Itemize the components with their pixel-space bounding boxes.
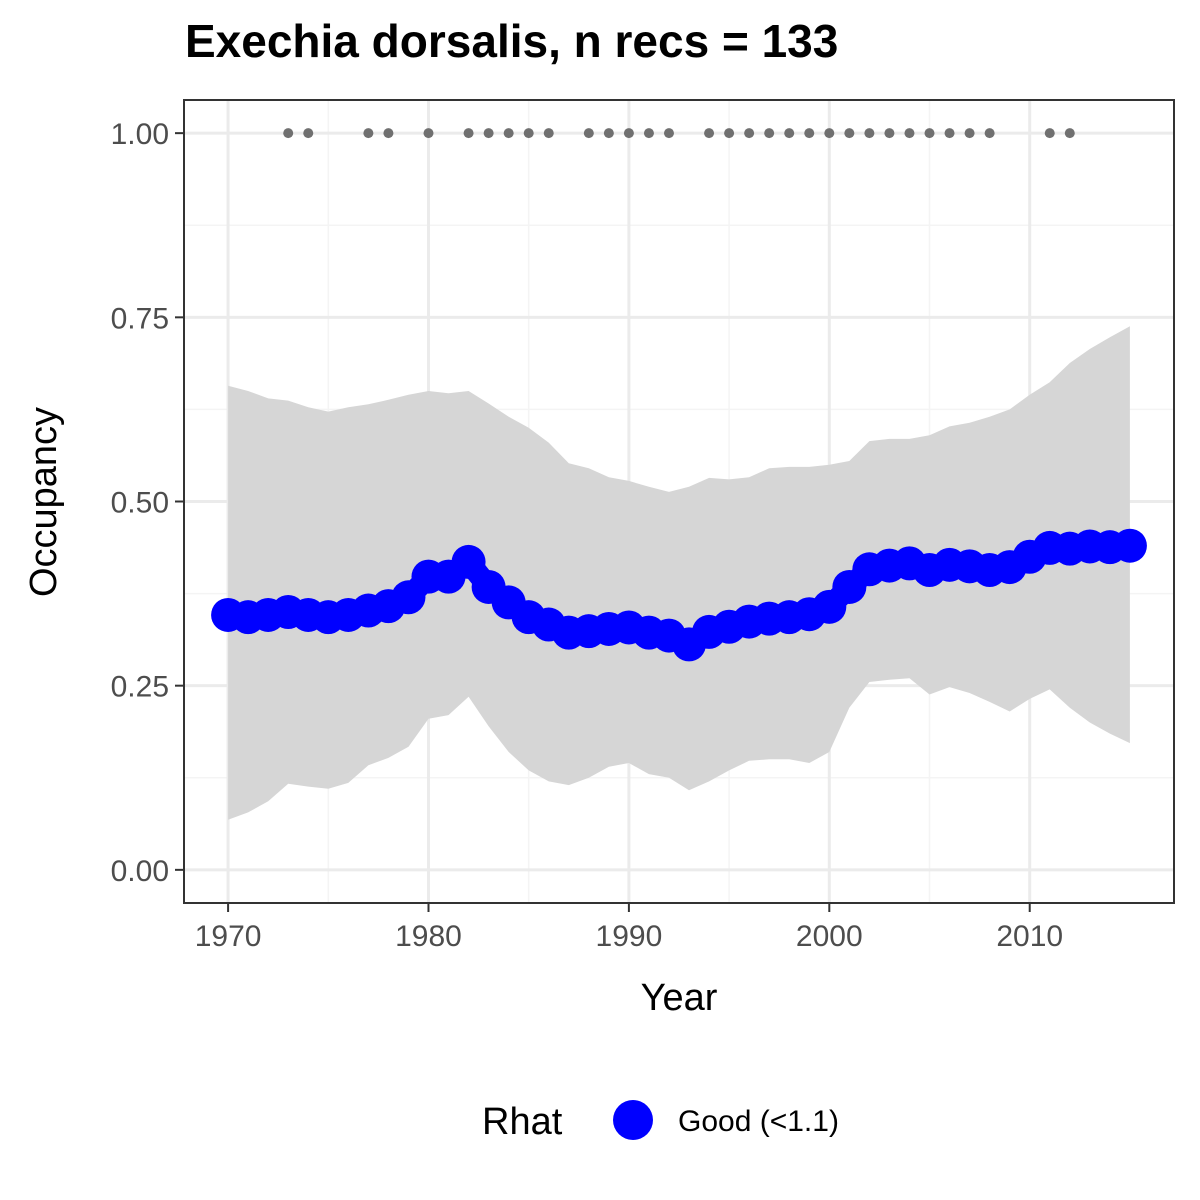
- record-point: [744, 128, 755, 139]
- record-point: [523, 128, 534, 139]
- record-point: [583, 128, 594, 139]
- x-tick-label: 2000: [796, 920, 863, 953]
- axes: 1970 1980 1990 2000 2010 0.00 0.25 0.50 0.75 1.00: [111, 118, 1063, 953]
- record-point: [603, 128, 614, 139]
- record-point: [543, 128, 554, 139]
- y-tick-label: 1.00: [111, 118, 169, 151]
- y-axis-title: Occupancy: [23, 407, 65, 597]
- y-tick-label: 0.00: [111, 855, 169, 888]
- record-point: [864, 128, 875, 139]
- record-points: [283, 128, 1075, 139]
- occupancy-point: [451, 544, 486, 579]
- record-point: [463, 128, 474, 139]
- record-point: [623, 128, 634, 139]
- legend-key-good: [613, 1100, 653, 1140]
- x-tick-label: 2010: [996, 920, 1063, 953]
- occupancy-series: [211, 528, 1147, 662]
- record-point: [964, 128, 975, 139]
- record-point: [704, 128, 715, 139]
- record-point: [784, 128, 795, 139]
- record-point: [944, 128, 955, 139]
- record-point: [924, 128, 935, 139]
- y-tick-label: 0.25: [111, 671, 169, 704]
- record-point: [643, 128, 654, 139]
- record-point: [363, 128, 374, 139]
- record-point: [764, 128, 775, 139]
- occupancy-point: [1112, 528, 1147, 563]
- record-point: [1064, 128, 1075, 139]
- chart-title: Exechia dorsalis, n recs = 133: [185, 15, 839, 67]
- record-point: [824, 128, 835, 139]
- record-point: [804, 128, 815, 139]
- record-point: [503, 128, 514, 139]
- legend-label-good: Good (<1.1): [678, 1105, 839, 1138]
- y-tick-label: 0.50: [111, 487, 169, 520]
- x-tick-label: 1970: [195, 920, 262, 953]
- record-point: [904, 128, 915, 139]
- record-point: [1044, 128, 1055, 139]
- record-point: [423, 128, 434, 139]
- legend: Rhat Good (<1.1): [482, 1100, 839, 1143]
- legend-title: Rhat: [482, 1101, 563, 1143]
- record-point: [984, 128, 995, 139]
- x-axis-title: Year: [641, 977, 718, 1019]
- ci-ribbon: [228, 326, 1130, 820]
- x-tick-label: 1990: [596, 920, 663, 953]
- confidence-ribbon: [228, 326, 1130, 820]
- record-point: [724, 128, 735, 139]
- record-point: [663, 128, 674, 139]
- x-tick-label: 1980: [395, 920, 462, 953]
- record-point: [884, 128, 895, 139]
- record-point: [283, 128, 294, 139]
- record-point: [303, 128, 314, 139]
- record-point: [383, 128, 394, 139]
- record-point: [483, 128, 494, 139]
- record-point: [844, 128, 855, 139]
- y-tick-label: 0.75: [111, 302, 169, 335]
